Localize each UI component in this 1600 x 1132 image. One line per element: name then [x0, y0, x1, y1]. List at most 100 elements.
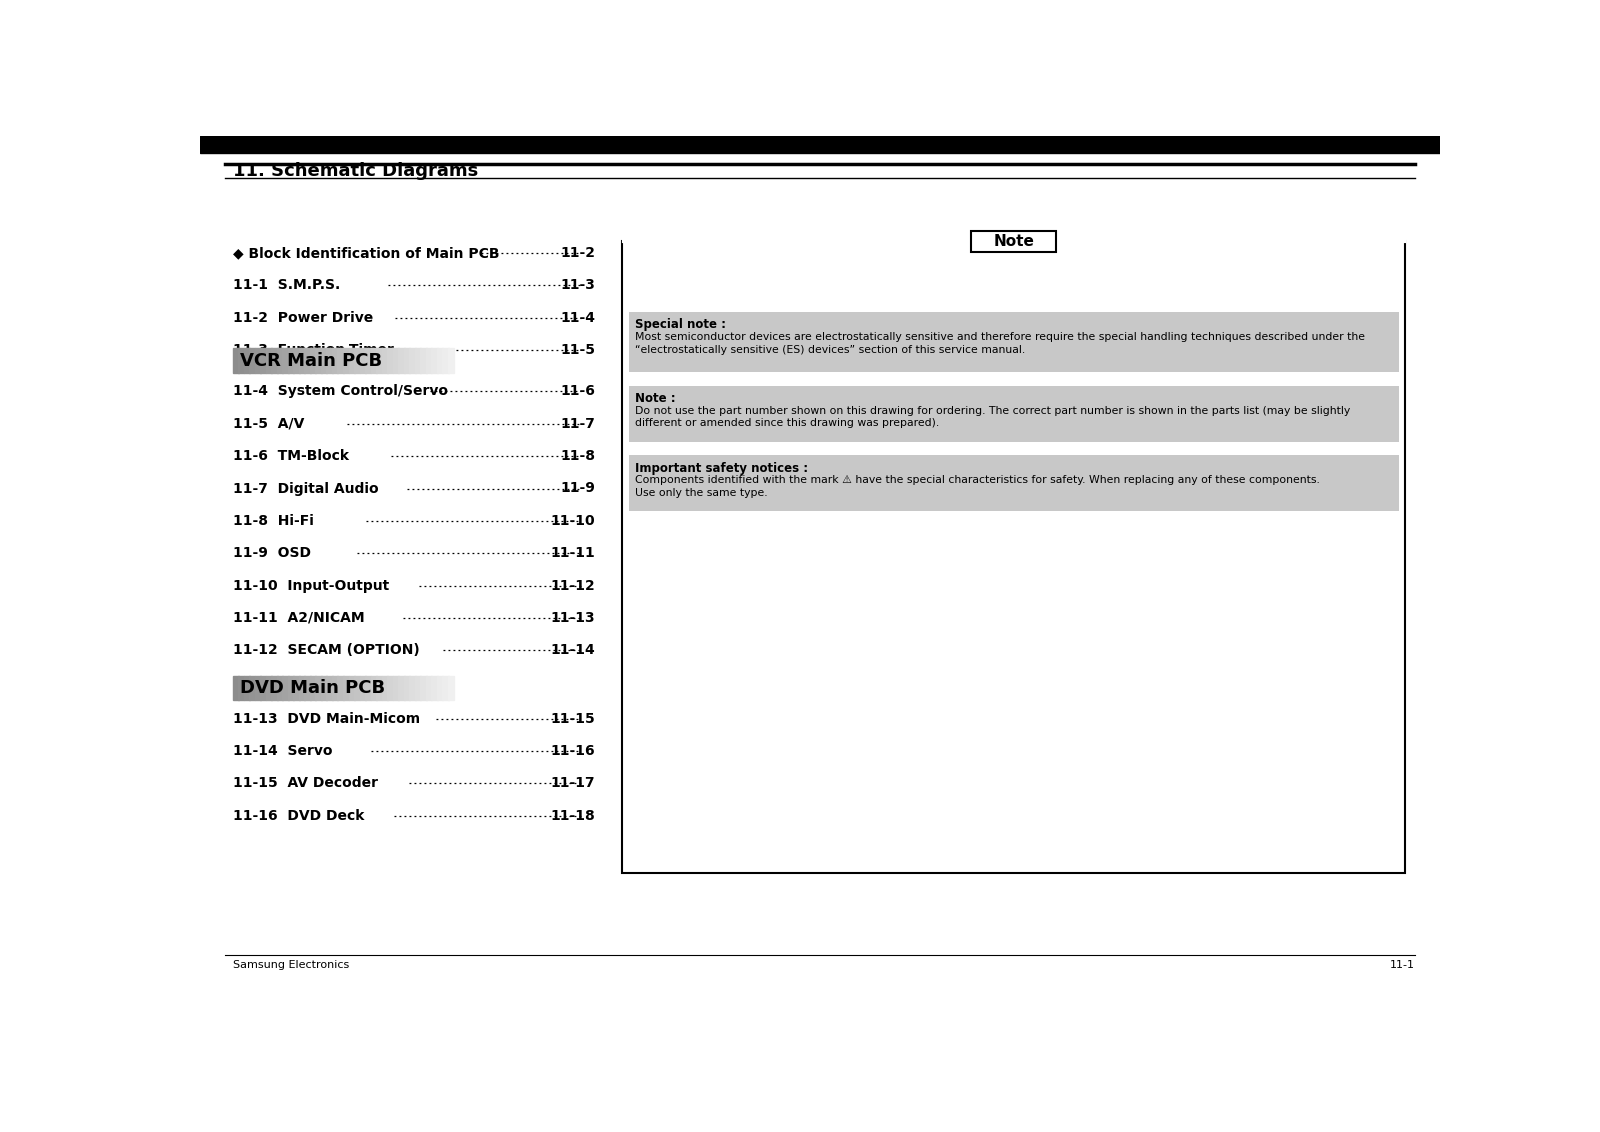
Text: - Resistors are in ohms, 1/8W unless otherwise noted.: - Resistors are in ohms, 1/8W unless oth…	[637, 286, 955, 299]
Bar	[272, 676, 277, 701]
Bar	[342, 349, 349, 374]
Bar	[365, 349, 371, 374]
Text: 11-2  Power Drive: 11-2 Power Drive	[232, 310, 373, 325]
Bar	[382, 676, 387, 701]
Bar	[243, 349, 250, 374]
Bar	[392, 676, 398, 701]
Text: Samsung Electronics: Samsung Electronics	[232, 960, 349, 970]
Text: 11-12: 11-12	[550, 578, 595, 592]
Bar	[448, 676, 454, 701]
Text: 11-9: 11-9	[560, 481, 595, 496]
Text: 11-4  System Control/Servo: 11-4 System Control/Servo	[232, 385, 448, 398]
Bar	[200, 136, 1440, 153]
Bar	[299, 349, 306, 374]
Bar	[266, 676, 272, 701]
Text: 11-9  OSD: 11-9 OSD	[232, 546, 310, 560]
Bar	[387, 676, 394, 701]
Bar	[282, 349, 288, 374]
Text: 11-6: 11-6	[560, 385, 595, 398]
Bar	[282, 676, 288, 701]
Bar	[629, 386, 1398, 441]
Bar	[342, 676, 349, 701]
Text: 11-17: 11-17	[550, 777, 595, 790]
Bar	[398, 349, 405, 374]
Bar	[322, 676, 326, 701]
Text: Most semiconductor devices are electrostatically sensitive and therefore require: Most semiconductor devices are electrost…	[635, 332, 1365, 342]
Bar	[299, 676, 306, 701]
Bar	[421, 349, 427, 374]
Bar	[382, 349, 387, 374]
Text: 11-16  DVD Deck: 11-16 DVD Deck	[232, 808, 363, 823]
Bar	[371, 676, 378, 701]
Bar	[432, 676, 438, 701]
Bar	[331, 676, 338, 701]
Text: 11-14: 11-14	[550, 643, 595, 658]
Bar	[392, 349, 398, 374]
Bar	[414, 349, 421, 374]
Bar	[250, 349, 256, 374]
Bar	[365, 676, 371, 701]
Bar	[304, 676, 310, 701]
Bar	[293, 676, 299, 701]
Bar	[288, 349, 294, 374]
Bar	[387, 349, 394, 374]
Bar	[629, 455, 1398, 511]
Bar	[442, 349, 448, 374]
Bar	[310, 676, 317, 701]
Text: 11-8: 11-8	[560, 449, 595, 463]
Bar	[277, 676, 283, 701]
Text: 11-5  A/V: 11-5 A/V	[232, 417, 304, 431]
Text: Note: Note	[994, 234, 1034, 249]
Text: 11-7  Digital Audio: 11-7 Digital Audio	[232, 481, 378, 496]
Bar	[254, 349, 261, 374]
Bar	[448, 349, 454, 374]
Text: 11-11: 11-11	[550, 546, 595, 560]
Bar	[376, 676, 382, 701]
Text: Note :: Note :	[635, 393, 675, 405]
Text: 11-3  Function-Timer: 11-3 Function-Timer	[232, 343, 394, 357]
Bar	[410, 676, 416, 701]
Bar	[349, 349, 355, 374]
Bar	[403, 676, 410, 701]
Text: For schematic Diagram: For schematic Diagram	[637, 272, 774, 285]
Text: 11-5: 11-5	[560, 343, 595, 357]
Text: Use only the same type.: Use only the same type.	[635, 488, 768, 498]
Text: VCR Main PCB: VCR Main PCB	[240, 352, 382, 370]
Bar	[410, 349, 416, 374]
Bar	[414, 676, 421, 701]
Bar	[232, 676, 238, 701]
Bar	[338, 349, 344, 374]
Bar	[238, 676, 245, 701]
Bar	[266, 349, 272, 374]
Bar	[232, 349, 238, 374]
Text: 11-15: 11-15	[550, 712, 595, 726]
Text: Do not use the part number shown on this drawing for ordering. The correct part : Do not use the part number shown on this…	[635, 406, 1350, 417]
Text: 11-10: 11-10	[550, 514, 595, 528]
Bar	[315, 349, 322, 374]
Bar	[288, 676, 294, 701]
Text: 11-15  AV Decoder: 11-15 AV Decoder	[232, 777, 378, 790]
Bar	[326, 676, 333, 701]
Bar	[261, 349, 267, 374]
Text: 11-8  Hi-Fi: 11-8 Hi-Fi	[232, 514, 314, 528]
Bar	[442, 676, 448, 701]
Bar	[437, 676, 443, 701]
Bar	[349, 676, 355, 701]
Text: 11-3: 11-3	[560, 278, 595, 292]
Text: Important safety notices :: Important safety notices :	[635, 462, 808, 474]
Bar	[331, 349, 338, 374]
Bar	[261, 676, 267, 701]
Text: ◆ Block Identification of Main PCB: ◆ Block Identification of Main PCB	[232, 246, 499, 260]
Text: 11-2: 11-2	[560, 246, 595, 260]
Bar	[629, 312, 1398, 372]
Bar	[360, 676, 366, 701]
Text: 11-10  Input-Output: 11-10 Input-Output	[232, 578, 389, 592]
Text: 11. Schematic Diagrams: 11. Schematic Diagrams	[232, 162, 478, 180]
Bar	[421, 676, 427, 701]
Text: 11-4: 11-4	[560, 310, 595, 325]
Bar	[971, 231, 1056, 252]
Bar	[338, 676, 344, 701]
Bar	[360, 349, 366, 374]
Text: DVD Main PCB: DVD Main PCB	[240, 679, 386, 697]
Bar	[403, 349, 410, 374]
